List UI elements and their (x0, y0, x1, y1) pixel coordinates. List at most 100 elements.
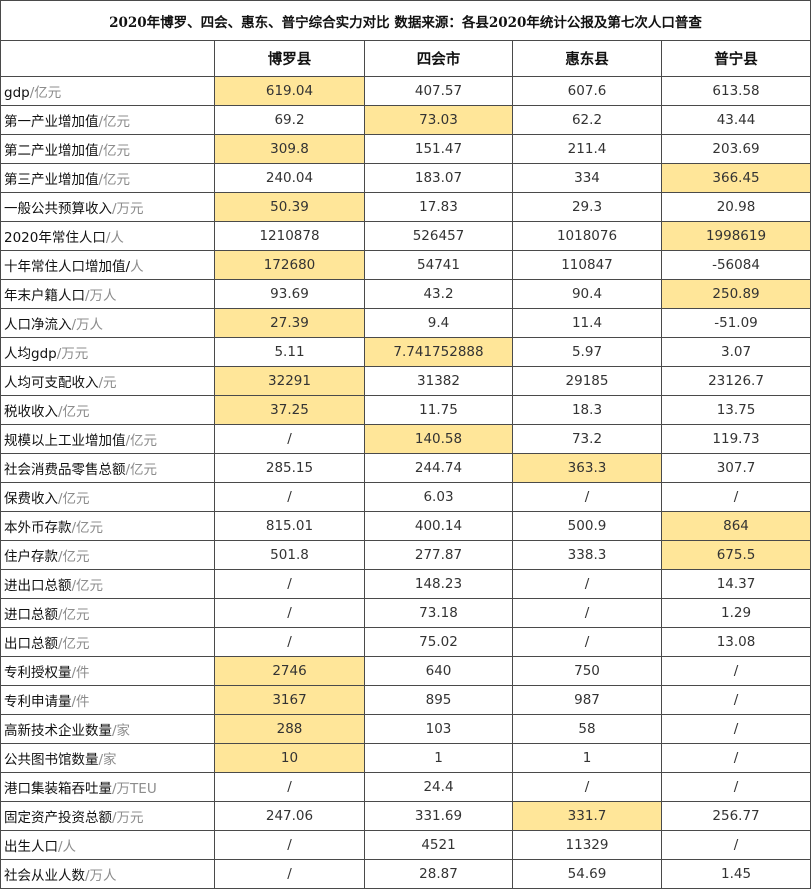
value-cell-puning[interactable]: 307.7 (660, 453, 811, 483)
value-cell-sihui[interactable]: 17.83 (364, 192, 513, 222)
row-label-cell[interactable]: 进出口总额/亿元 (0, 569, 215, 599)
value-cell-sihui[interactable]: 148.23 (364, 569, 513, 599)
value-cell-puning[interactable]: / (660, 482, 811, 512)
value-cell-sihui[interactable]: 73.03 (364, 105, 513, 135)
value-cell-boluo[interactable]: 10 (214, 743, 365, 773)
value-cell-huidong[interactable]: / (512, 569, 662, 599)
value-cell-boluo[interactable]: / (214, 482, 365, 512)
row-label-cell[interactable]: 港口集装箱吞吐量/万TEU (0, 772, 215, 802)
row-label-cell[interactable]: 规模以上工业增加值/亿元 (0, 424, 215, 454)
value-cell-puning[interactable]: 119.73 (660, 424, 811, 454)
value-cell-puning[interactable]: 23126.7 (660, 366, 811, 396)
value-cell-sihui[interactable]: 7.741752888 (364, 337, 513, 367)
value-cell-huidong[interactable]: 750 (512, 656, 662, 686)
value-cell-boluo[interactable]: 285.15 (214, 453, 365, 483)
value-cell-puning[interactable]: 20.98 (660, 192, 811, 222)
row-label-cell[interactable]: 第一产业增加值/亿元 (0, 105, 215, 135)
value-cell-huidong[interactable]: / (512, 598, 662, 628)
row-label-cell[interactable]: 进口总额/亿元 (0, 598, 215, 628)
row-label-cell[interactable]: 第三产业增加值/亿元 (0, 163, 215, 193)
value-cell-boluo[interactable]: 247.06 (214, 801, 365, 831)
value-cell-sihui[interactable]: 244.74 (364, 453, 513, 483)
value-cell-sihui[interactable]: 24.4 (364, 772, 513, 802)
value-cell-puning[interactable]: 256.77 (660, 801, 811, 831)
column-header-label[interactable] (0, 40, 215, 77)
value-cell-puning[interactable]: 366.45 (660, 163, 811, 193)
value-cell-puning[interactable]: 864 (660, 511, 811, 541)
value-cell-huidong[interactable]: 29.3 (512, 192, 662, 222)
row-label-cell[interactable]: 人均可支配收入/元 (0, 366, 215, 396)
value-cell-sihui[interactable]: 9.4 (364, 308, 513, 338)
value-cell-puning[interactable]: 3.07 (660, 337, 811, 367)
row-label-cell[interactable]: 十年常住人口增加值/人 (0, 250, 215, 280)
value-cell-sihui[interactable]: 526457 (364, 221, 513, 251)
column-header-boluo[interactable]: 博罗县 (214, 40, 365, 77)
row-label-cell[interactable]: 人口净流入/万人 (0, 308, 215, 338)
value-cell-puning[interactable]: / (660, 714, 811, 744)
value-cell-boluo[interactable]: 5.11 (214, 337, 365, 367)
value-cell-sihui[interactable]: 407.57 (364, 76, 513, 106)
value-cell-boluo[interactable]: 69.2 (214, 105, 365, 135)
value-cell-puning[interactable]: 14.37 (660, 569, 811, 599)
value-cell-huidong[interactable]: 62.2 (512, 105, 662, 135)
value-cell-huidong[interactable]: 987 (512, 685, 662, 715)
value-cell-boluo[interactable]: 93.69 (214, 279, 365, 309)
row-label-cell[interactable]: 公共图书馆数量/家 (0, 743, 215, 773)
value-cell-huidong[interactable]: 338.3 (512, 540, 662, 570)
row-label-cell[interactable]: 固定资产投资总额/万元 (0, 801, 215, 831)
value-cell-boluo[interactable]: / (214, 772, 365, 802)
value-cell-sihui[interactable]: 75.02 (364, 627, 513, 657)
value-cell-sihui[interactable]: 43.2 (364, 279, 513, 309)
value-cell-boluo[interactable]: / (214, 598, 365, 628)
value-cell-huidong[interactable]: 11.4 (512, 308, 662, 338)
value-cell-huidong[interactable]: 607.6 (512, 76, 662, 106)
value-cell-boluo[interactable]: 2746 (214, 656, 365, 686)
value-cell-huidong[interactable]: / (512, 627, 662, 657)
value-cell-puning[interactable]: 613.58 (660, 76, 811, 106)
value-cell-huidong[interactable]: 500.9 (512, 511, 662, 541)
value-cell-boluo[interactable]: / (214, 424, 365, 454)
row-label-cell[interactable]: 年末户籍人口/万人 (0, 279, 215, 309)
value-cell-puning[interactable]: 675.5 (660, 540, 811, 570)
value-cell-puning[interactable]: 13.08 (660, 627, 811, 657)
row-label-cell[interactable]: 住户存款/亿元 (0, 540, 215, 570)
value-cell-puning[interactable]: / (660, 685, 811, 715)
value-cell-sihui[interactable]: 28.87 (364, 859, 513, 889)
value-cell-puning[interactable]: / (660, 830, 811, 860)
value-cell-boluo[interactable]: 501.8 (214, 540, 365, 570)
value-cell-huidong[interactable]: 211.4 (512, 134, 662, 164)
value-cell-huidong[interactable]: / (512, 772, 662, 802)
value-cell-sihui[interactable]: 4521 (364, 830, 513, 860)
row-label-cell[interactable]: 本外币存款/亿元 (0, 511, 215, 541)
value-cell-boluo[interactable]: 619.04 (214, 76, 365, 106)
row-label-cell[interactable]: 出生人口/人 (0, 830, 215, 860)
row-label-cell[interactable]: 第二产业增加值/亿元 (0, 134, 215, 164)
value-cell-boluo[interactable]: / (214, 569, 365, 599)
value-cell-huidong[interactable]: 73.2 (512, 424, 662, 454)
value-cell-puning[interactable]: 13.75 (660, 395, 811, 425)
value-cell-puning[interactable]: 203.69 (660, 134, 811, 164)
value-cell-sihui[interactable]: 6.03 (364, 482, 513, 512)
value-cell-huidong[interactable]: 90.4 (512, 279, 662, 309)
value-cell-puning[interactable]: 43.44 (660, 105, 811, 135)
value-cell-huidong[interactable]: 29185 (512, 366, 662, 396)
value-cell-sihui[interactable]: 277.87 (364, 540, 513, 570)
value-cell-huidong[interactable]: / (512, 482, 662, 512)
value-cell-sihui[interactable]: 640 (364, 656, 513, 686)
value-cell-huidong[interactable]: 5.97 (512, 337, 662, 367)
value-cell-huidong[interactable]: 54.69 (512, 859, 662, 889)
value-cell-huidong[interactable]: 18.3 (512, 395, 662, 425)
value-cell-sihui[interactable]: 1 (364, 743, 513, 773)
value-cell-sihui[interactable]: 183.07 (364, 163, 513, 193)
value-cell-boluo[interactable]: 309.8 (214, 134, 365, 164)
row-label-cell[interactable]: 高新技术企业数量/家 (0, 714, 215, 744)
value-cell-boluo[interactable]: 50.39 (214, 192, 365, 222)
row-label-cell[interactable]: 2020年常住人口/人 (0, 221, 215, 251)
value-cell-boluo[interactable]: 27.39 (214, 308, 365, 338)
row-label-cell[interactable]: 社会从业人数/万人 (0, 859, 215, 889)
value-cell-boluo[interactable]: 32291 (214, 366, 365, 396)
value-cell-huidong[interactable]: 334 (512, 163, 662, 193)
value-cell-sihui[interactable]: 11.75 (364, 395, 513, 425)
value-cell-boluo[interactable]: 815.01 (214, 511, 365, 541)
value-cell-sihui[interactable]: 331.69 (364, 801, 513, 831)
